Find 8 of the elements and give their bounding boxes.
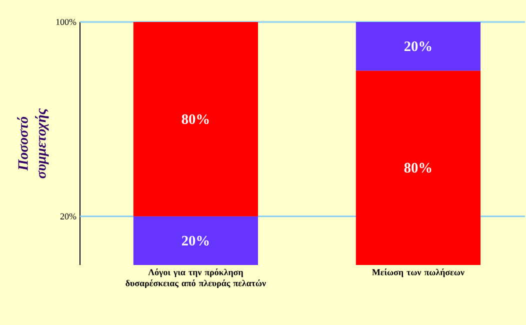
y-tick-label: 100%	[56, 18, 76, 26]
data-label: 20%	[182, 236, 209, 246]
data-label: 20%	[404, 41, 432, 52]
x-tick-label: Μείωση των πωλήσεων	[372, 268, 464, 278]
x-tick-label: Λόγοι για την πρόκληση δυσαρέσκειας από πλευράς πελατών	[126, 268, 266, 288]
y-axis-title: Ποσοστό συμμετοχής	[17, 108, 49, 178]
data-label: 80%	[404, 162, 432, 173]
data-label: 80%	[182, 114, 209, 124]
